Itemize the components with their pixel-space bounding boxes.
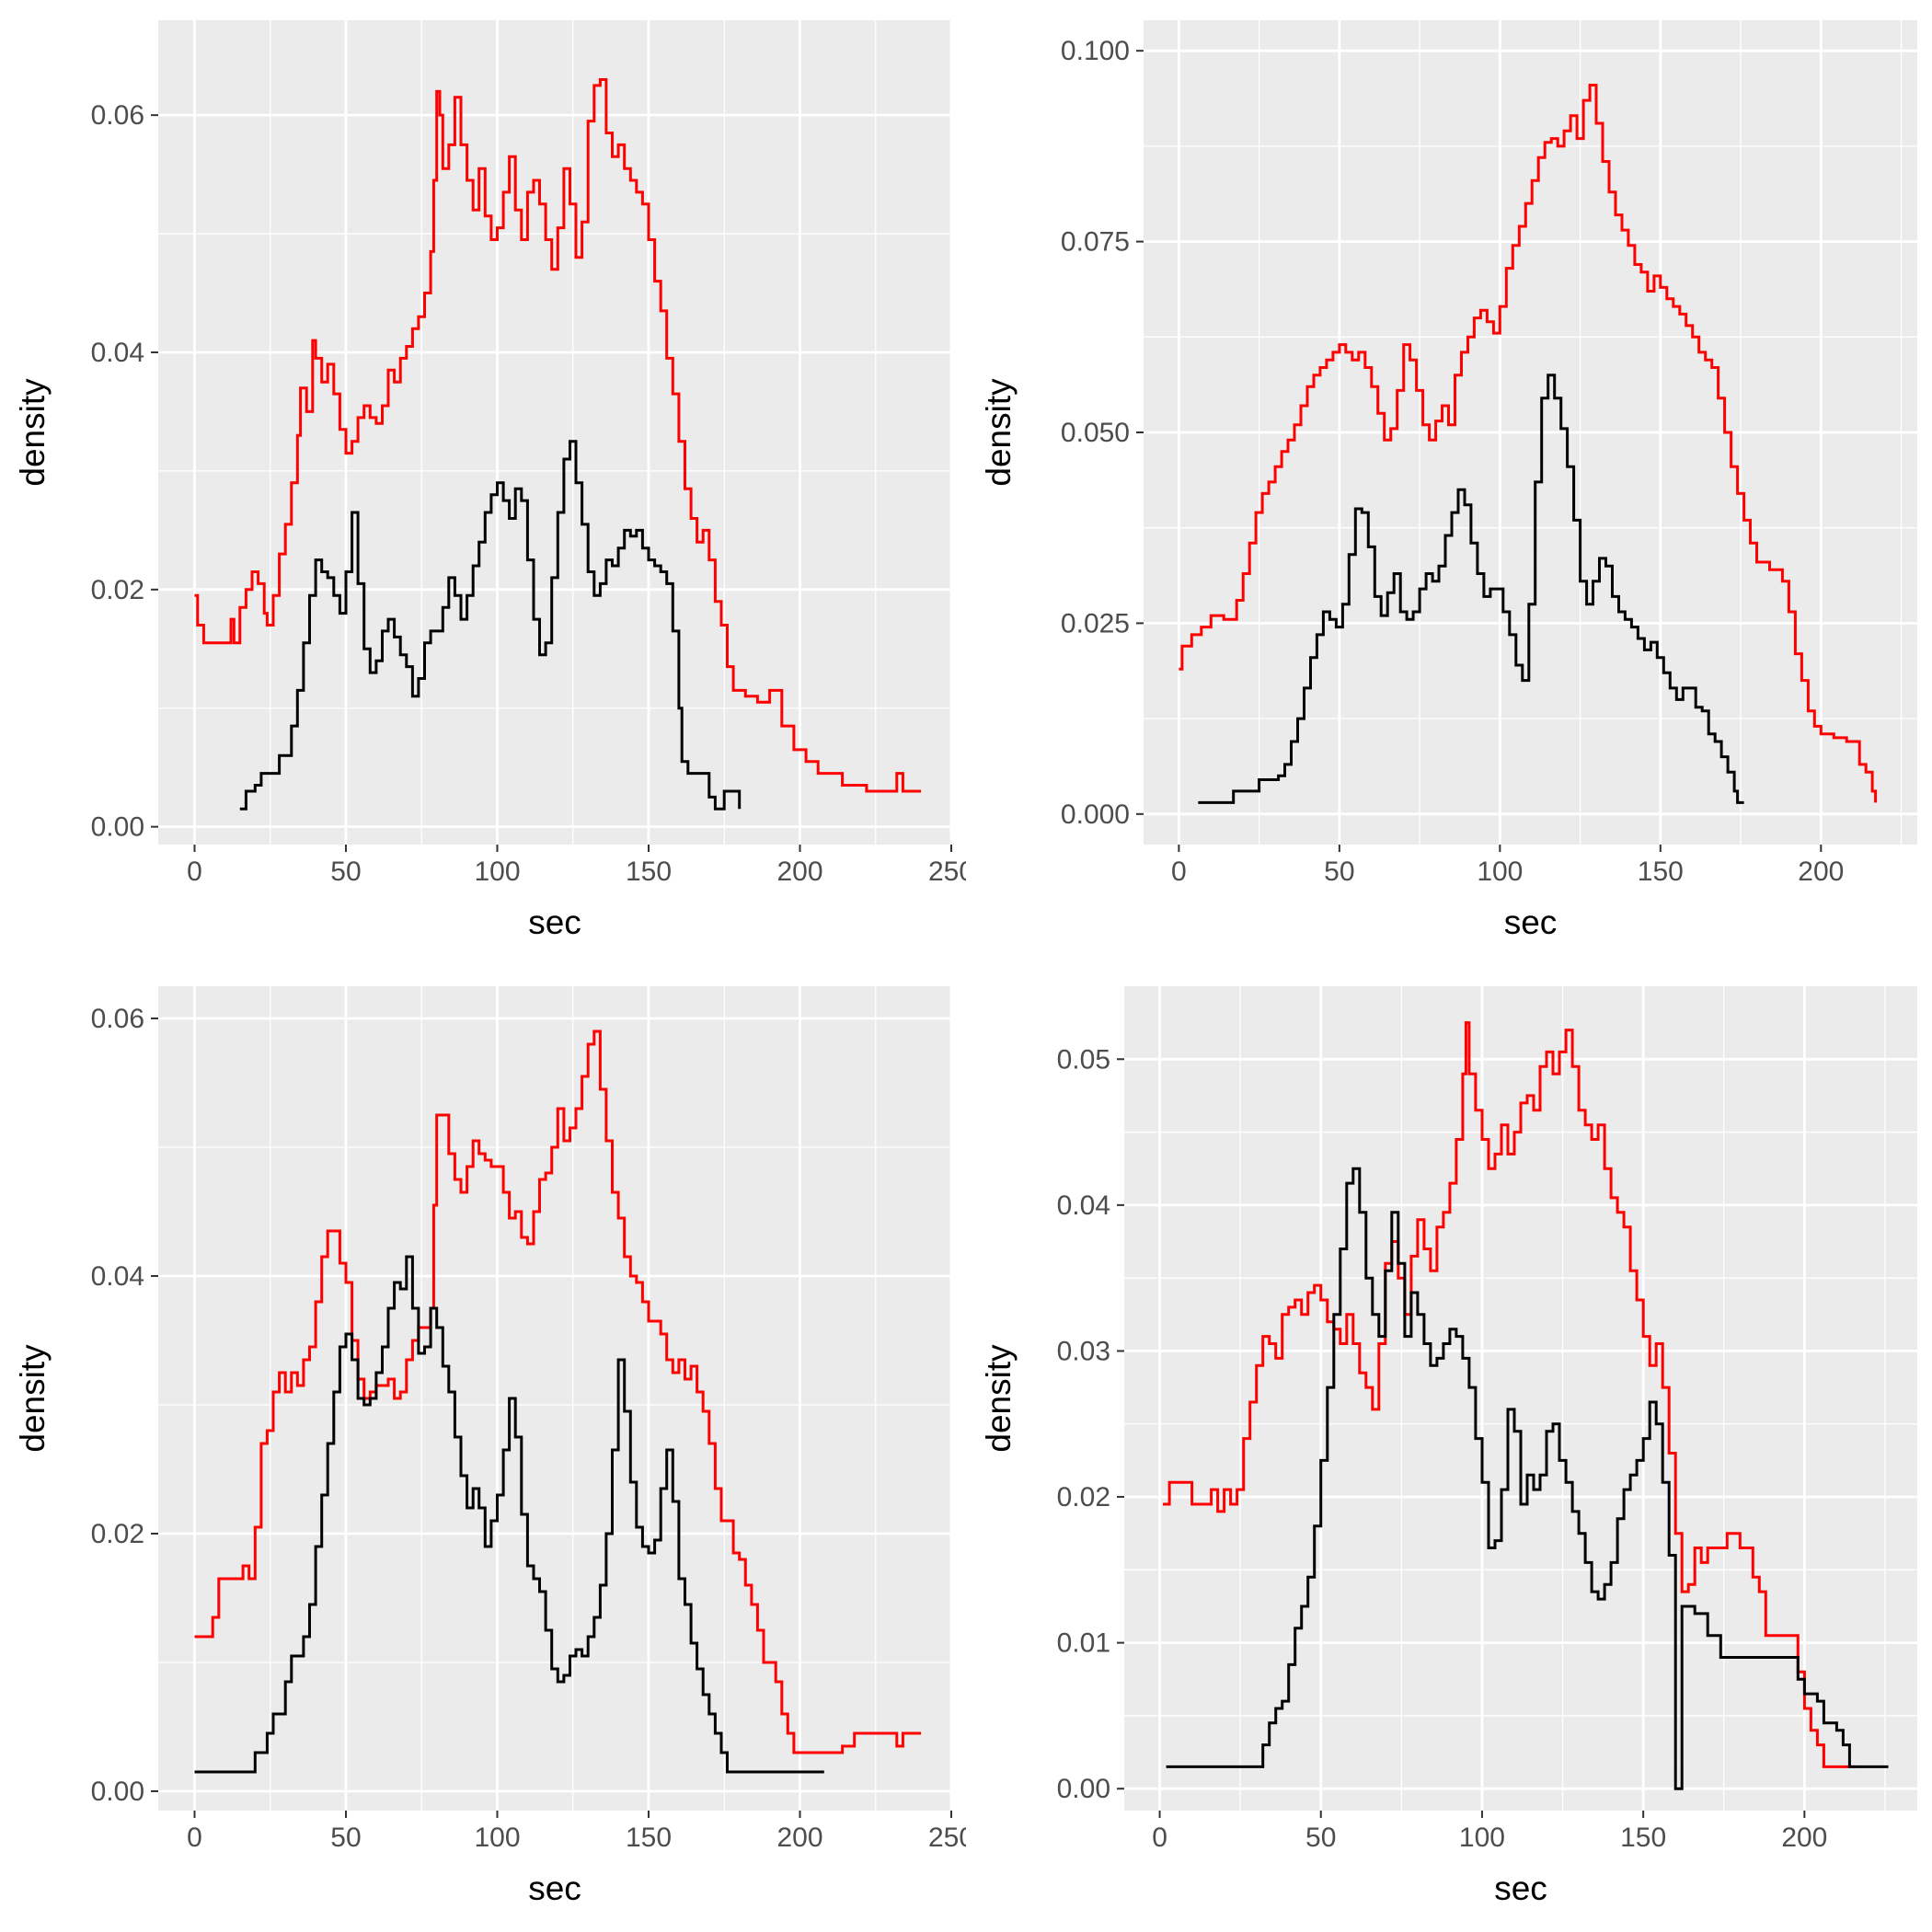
y-tick-label: 0.000 [1061, 799, 1130, 830]
x-tick-label: 150 [626, 1823, 672, 1853]
x-tick-label: 250 [928, 857, 966, 887]
y-tick-label: 0.050 [1061, 418, 1130, 448]
plot-background [158, 986, 951, 1811]
x-tick-label: 50 [330, 857, 361, 887]
y-tick-label: 0.100 [1061, 36, 1130, 66]
black-series-line [194, 1255, 824, 1774]
x-tick-label: 0 [1171, 857, 1187, 887]
y-tick-label: 0.02 [91, 1519, 144, 1549]
x-tick-label: 0 [187, 1823, 202, 1853]
x-tick-label: 100 [474, 1823, 520, 1853]
x-tick-label: 0 [187, 857, 202, 887]
plot-bottom-right: 0 50 100 150 200 0.00 0.01 0.02 0.03 0.04 0.05 sec d… [980, 986, 1917, 1907]
x-tick-label: 100 [474, 857, 520, 887]
x-tick-label: 50 [330, 1823, 361, 1853]
x-tick-label: 150 [626, 857, 672, 887]
x-tick-label: 150 [1620, 1823, 1666, 1853]
x-tick-label: 200 [1798, 857, 1844, 887]
red-series-line [1163, 1021, 1857, 1768]
red-series-line [194, 1029, 922, 1754]
y-tick-label: 0.06 [91, 1004, 144, 1034]
y-tick-label: 0.04 [1057, 1190, 1110, 1221]
y-tick-label: 0.02 [1057, 1482, 1110, 1512]
plot-top-left: 0 50 100 150 200 250 0.00 0.02 0.04 0.06 sec densit… [14, 20, 966, 941]
black-series-line [1198, 374, 1744, 804]
black-series-line [1166, 1167, 1889, 1790]
plot-bottom-left: 0 50 100 150 200 250 0.00 0.02 0.04 0.06 sec densit… [14, 986, 966, 1907]
y-axis-title: density [980, 1344, 1018, 1453]
x-tick-label: 50 [1305, 1823, 1336, 1853]
plot-panel-bottom-left: 0 50 100 150 200 250 0.00 0.02 0.04 0.06 sec densit… [0, 966, 966, 1932]
plot-panel-top-right: 0 50 100 150 200 0.000 0.025 0.050 0.075 0.100 sec… [966, 0, 1932, 966]
red-series-line [1179, 84, 1878, 803]
x-axis-title: sec [1494, 1869, 1547, 1907]
x-tick-label: 200 [776, 857, 822, 887]
y-axis-title: density [14, 1344, 52, 1453]
y-tick-label: 0.00 [1057, 1774, 1110, 1804]
x-tick-label: 50 [1324, 857, 1354, 887]
x-tick-label: 250 [928, 1823, 966, 1853]
y-tick-label: 0.025 [1061, 608, 1130, 638]
x-tick-label: 100 [1459, 1823, 1505, 1853]
plot-background [158, 20, 951, 845]
x-tick-label: 200 [1781, 1823, 1827, 1853]
y-tick-label: 0.00 [91, 812, 144, 843]
x-tick-label: 100 [1477, 857, 1523, 887]
black-series-line [239, 440, 742, 811]
y-tick-label: 0.01 [1057, 1628, 1110, 1659]
y-tick-label: 0.02 [91, 575, 144, 605]
plot-top-right: 0 50 100 150 200 0.000 0.025 0.050 0.075 0.100 sec… [980, 20, 1917, 941]
y-tick-label: 0.075 [1061, 227, 1130, 258]
y-tick-label: 0.03 [1057, 1336, 1110, 1366]
y-tick-label: 0.06 [91, 100, 144, 131]
x-axis-title: sec [528, 903, 581, 941]
x-tick-label: 150 [1638, 857, 1684, 887]
x-axis-title: sec [1504, 903, 1558, 941]
y-tick-label: 0.04 [91, 1261, 144, 1292]
x-axis-title: sec [528, 1869, 581, 1907]
x-tick-label: 200 [776, 1823, 822, 1853]
x-tick-label: 0 [1152, 1823, 1167, 1853]
plot-panel-top-left: 0 50 100 150 200 250 0.00 0.02 0.04 0.06 sec densit… [0, 0, 966, 966]
y-axis-title: density [14, 378, 52, 487]
plot-panel-bottom-right: 0 50 100 150 200 0.00 0.01 0.02 0.03 0.04 0.05 sec d… [966, 966, 1932, 1932]
y-tick-label: 0.05 [1057, 1044, 1110, 1075]
y-tick-label: 0.00 [91, 1777, 144, 1807]
red-series-line [194, 78, 922, 793]
y-tick-label: 0.04 [91, 338, 144, 368]
y-axis-title: density [980, 378, 1018, 487]
